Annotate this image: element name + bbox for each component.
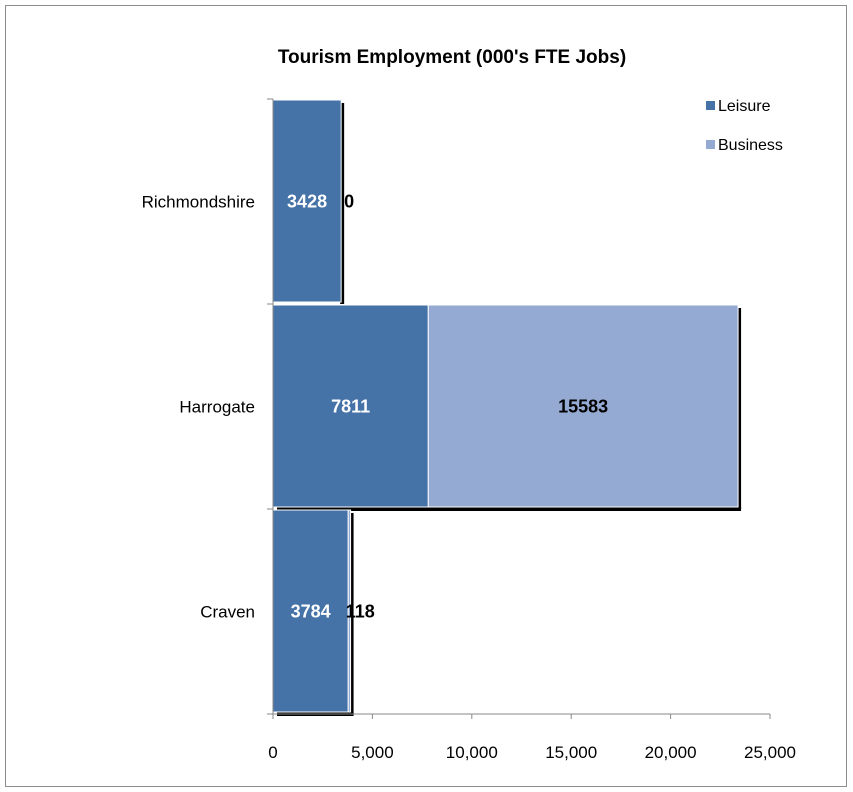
category-label: Harrogate <box>179 398 255 417</box>
data-label-leisure: 7811 <box>331 397 370 417</box>
x-tick-label: 5,000 <box>351 743 394 762</box>
legend-swatch-business <box>706 140 715 149</box>
category-label: Richmondshire <box>142 193 255 212</box>
category-label: Craven <box>200 603 255 622</box>
axes: Richmondshire Harrogate Craven 0 5,000 10,000… <box>142 98 796 762</box>
bar-business <box>347 509 352 713</box>
bar-shadow-right <box>349 513 354 714</box>
x-tick-label: 15,000 <box>545 743 597 762</box>
bar-business <box>427 304 739 508</box>
data-label-leisure: 3784 <box>291 602 331 622</box>
data-label-business: 15583 <box>558 397 608 417</box>
data-label-business: 0 <box>344 192 354 212</box>
x-tick-label: 20,000 <box>645 743 697 762</box>
bar-shadow-right <box>340 103 345 304</box>
x-tick-label: 0 <box>268 743 277 762</box>
bar-shadow-right <box>737 308 742 509</box>
legend: Leisure Business <box>706 98 783 154</box>
legend-label-business: Business <box>718 137 783 154</box>
bar-shadow-bottom <box>277 507 742 511</box>
bars <box>272 99 739 713</box>
x-tick-label: 25,000 <box>744 743 796 762</box>
chart-title: Tourism Employment (000's FTE Jobs) <box>278 47 626 68</box>
bar-leisure <box>272 509 349 713</box>
data-label-leisure: 3428 <box>287 192 327 212</box>
x-tick-label: 10,000 <box>446 743 498 762</box>
data-labels: 3428 0 7811 15583 3784 118 <box>287 192 608 622</box>
bar-leisure <box>272 99 342 303</box>
legend-label-leisure: Leisure <box>718 98 771 115</box>
legend-swatch-leisure <box>706 101 715 110</box>
data-label-business: 118 <box>346 602 375 622</box>
